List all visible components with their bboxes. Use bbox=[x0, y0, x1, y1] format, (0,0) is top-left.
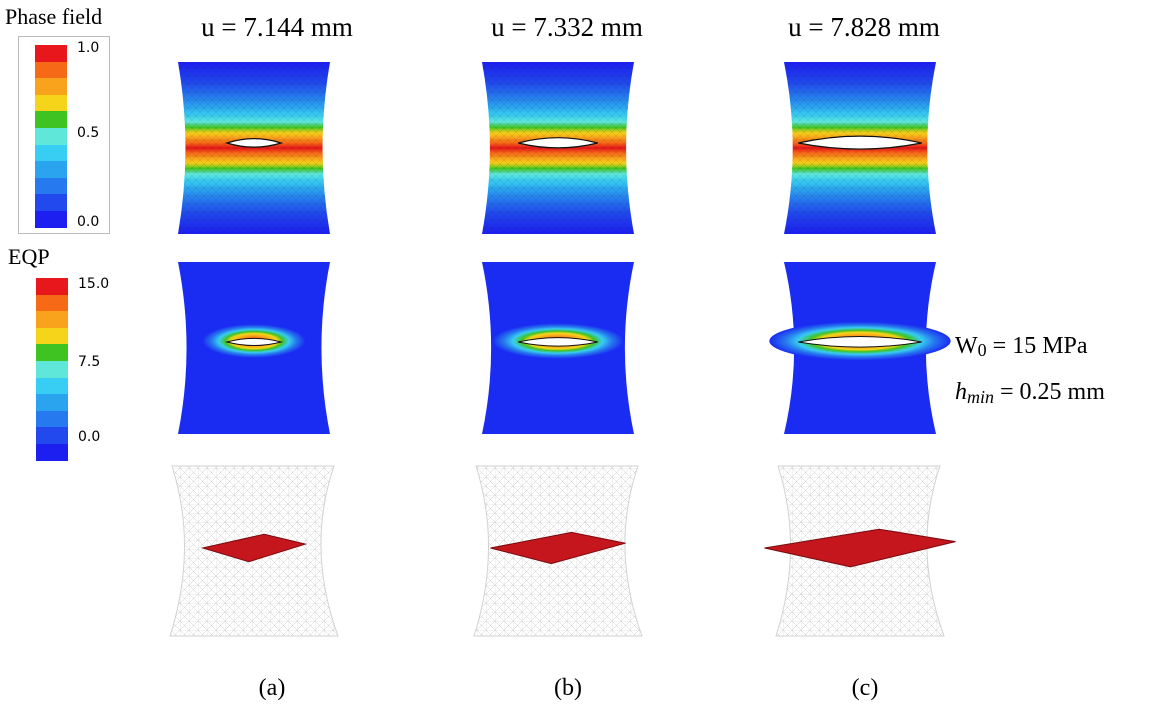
colorbar-swatch bbox=[36, 294, 68, 312]
colorbar-swatch bbox=[36, 410, 68, 428]
w0-parameter: W0 = 15 MPa bbox=[955, 333, 1088, 360]
w0-symbol: W bbox=[955, 333, 978, 359]
crack-surface-a bbox=[200, 533, 308, 563]
colorbar-swatch bbox=[35, 194, 67, 211]
column-header-b: u = 7.332 mm bbox=[491, 12, 643, 42]
phase-field-colorbar bbox=[35, 45, 67, 228]
colorbar-swatch bbox=[36, 377, 68, 395]
eqp-crack-c bbox=[798, 335, 922, 348]
colorbar-swatch bbox=[36, 344, 68, 361]
colorbar-swatch bbox=[36, 327, 68, 345]
eqp-tick-mid: 7.5 bbox=[78, 354, 101, 370]
colorbar-swatch bbox=[36, 443, 68, 461]
colorbar-swatch bbox=[35, 78, 67, 95]
colorbar-swatch bbox=[35, 210, 67, 228]
column-header-a: u = 7.144 mm bbox=[201, 12, 353, 42]
hmin-value: = 0.25 mm bbox=[994, 379, 1105, 405]
eqp-crack-a bbox=[224, 337, 284, 347]
phase-field-crack-a bbox=[224, 138, 284, 148]
phase-field-mesh-a bbox=[178, 62, 330, 234]
phase-tick-max: 1.0 bbox=[77, 40, 100, 56]
crack-surface-b bbox=[490, 531, 626, 565]
colorbar-swatch bbox=[36, 360, 68, 378]
eqp-colorbar bbox=[36, 278, 68, 461]
eqp-legend-title: EQP bbox=[8, 244, 50, 269]
column-header-c: u = 7.828 mm bbox=[788, 12, 940, 42]
phase-tick-mid: 0.5 bbox=[77, 125, 100, 141]
hmin-parameter: hmin = 0.25 mm bbox=[955, 379, 1105, 407]
phase-field-legend-title: Phase field bbox=[5, 4, 103, 29]
eqp-tick-min: 0.0 bbox=[78, 429, 101, 445]
phase-field-legend: 1.0 0.5 0.0 bbox=[18, 36, 110, 234]
colorbar-swatch bbox=[35, 127, 67, 145]
eqp-tick-max: 15.0 bbox=[78, 276, 110, 292]
colorbar-swatch bbox=[35, 111, 67, 128]
colorbar-swatch bbox=[35, 61, 67, 79]
colorbar-swatch bbox=[35, 177, 67, 195]
caption-c: (c) bbox=[851, 675, 879, 701]
phase-field-crack-c bbox=[798, 135, 922, 150]
eqp-crack-b bbox=[518, 337, 598, 347]
w0-subscript: 0 bbox=[977, 340, 987, 360]
caption-b: (b) bbox=[554, 675, 582, 701]
w0-value: = 15 MPa bbox=[986, 333, 1088, 359]
hmin-symbol: h bbox=[955, 379, 967, 405]
colorbar-swatch bbox=[36, 278, 68, 295]
phase-tick-min: 0.0 bbox=[77, 214, 100, 230]
phase-field-crack-b bbox=[518, 137, 598, 149]
hmin-subscript: min bbox=[967, 387, 994, 407]
colorbar-swatch bbox=[35, 94, 67, 112]
colorbar-swatch bbox=[35, 161, 67, 178]
colorbar-swatch bbox=[36, 394, 68, 411]
colorbar-swatch bbox=[35, 144, 67, 162]
caption-a: (a) bbox=[258, 675, 286, 701]
crack-surface-c bbox=[764, 528, 956, 568]
eqp-legend: 15.0 7.5 0.0 bbox=[18, 270, 118, 461]
colorbar-swatch bbox=[36, 311, 68, 328]
colorbar-swatch bbox=[36, 427, 68, 444]
colorbar-swatch bbox=[35, 45, 67, 62]
